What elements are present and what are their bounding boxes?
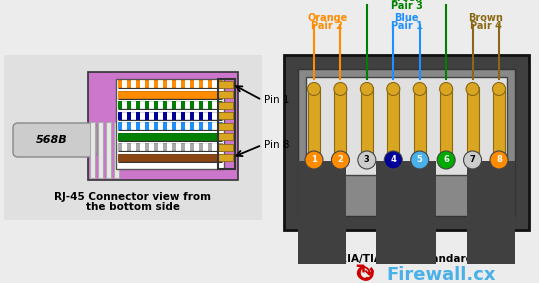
FancyBboxPatch shape (13, 123, 97, 157)
Text: Pin 8: Pin 8 (264, 140, 289, 150)
Bar (388, 87, 399, 159)
Bar (218, 79, 235, 169)
Text: Brown: Brown (468, 13, 503, 23)
Circle shape (490, 151, 508, 169)
Circle shape (411, 151, 429, 169)
Text: Pair 3: Pair 3 (391, 1, 423, 11)
Circle shape (308, 83, 321, 95)
Circle shape (305, 151, 323, 169)
Bar (218, 80, 233, 87)
Text: Pair 4: Pair 4 (470, 21, 502, 31)
Text: 1: 1 (311, 155, 317, 164)
Bar (218, 154, 233, 161)
Circle shape (466, 83, 479, 95)
Text: 7: 7 (469, 155, 475, 164)
Text: EIA/TIA 568B Standard: EIA/TIA 568B Standard (340, 254, 473, 264)
Bar (361, 87, 373, 159)
Text: the bottom side: the bottom side (86, 202, 180, 212)
Bar (116, 79, 224, 169)
Bar (493, 87, 505, 159)
Bar (218, 102, 233, 108)
Bar (440, 87, 452, 159)
Text: Green: Green (390, 0, 423, 3)
Circle shape (437, 151, 455, 169)
Circle shape (331, 151, 349, 169)
Bar (218, 91, 233, 98)
Text: ↻: ↻ (354, 263, 375, 283)
Text: 8: 8 (496, 155, 502, 164)
Text: 5: 5 (417, 155, 423, 164)
Text: 6: 6 (443, 155, 449, 164)
Text: Pair 1: Pair 1 (391, 21, 423, 31)
Bar (306, 77, 507, 175)
Bar (467, 87, 479, 159)
Bar (88, 72, 238, 180)
Text: 4: 4 (390, 155, 396, 164)
Text: RJ-45 Jack: RJ-45 Jack (377, 242, 436, 252)
Bar (218, 133, 233, 140)
Text: ⟳: ⟳ (355, 265, 374, 283)
Bar (334, 87, 347, 159)
Circle shape (413, 83, 426, 95)
Text: Pin 1: Pin 1 (264, 95, 289, 105)
Text: Pair 2: Pair 2 (312, 21, 343, 31)
Circle shape (493, 83, 506, 95)
Bar (90, 122, 95, 178)
Bar (376, 161, 436, 264)
Bar (4, 55, 262, 220)
Text: Firewall.cx: Firewall.cx (386, 266, 496, 283)
Bar (308, 87, 320, 159)
Bar (298, 161, 346, 264)
Bar (298, 69, 515, 216)
Text: 568B: 568B (36, 135, 68, 145)
Bar (106, 122, 111, 178)
Bar (218, 123, 233, 130)
Bar (414, 87, 426, 159)
Text: 3: 3 (364, 155, 370, 164)
Bar (98, 122, 103, 178)
Circle shape (361, 83, 374, 95)
Bar (114, 122, 119, 178)
Bar (467, 161, 515, 264)
Circle shape (440, 83, 453, 95)
Text: 2: 2 (337, 155, 343, 164)
Text: RJ-45 Connector view from: RJ-45 Connector view from (54, 192, 211, 202)
Circle shape (358, 151, 376, 169)
Bar (284, 55, 529, 230)
Circle shape (384, 151, 402, 169)
Circle shape (387, 83, 400, 95)
Circle shape (464, 151, 481, 169)
Bar (218, 112, 233, 119)
Circle shape (334, 83, 347, 95)
Text: Orange: Orange (307, 13, 347, 23)
Bar (218, 143, 233, 151)
Text: Blue: Blue (394, 13, 419, 23)
